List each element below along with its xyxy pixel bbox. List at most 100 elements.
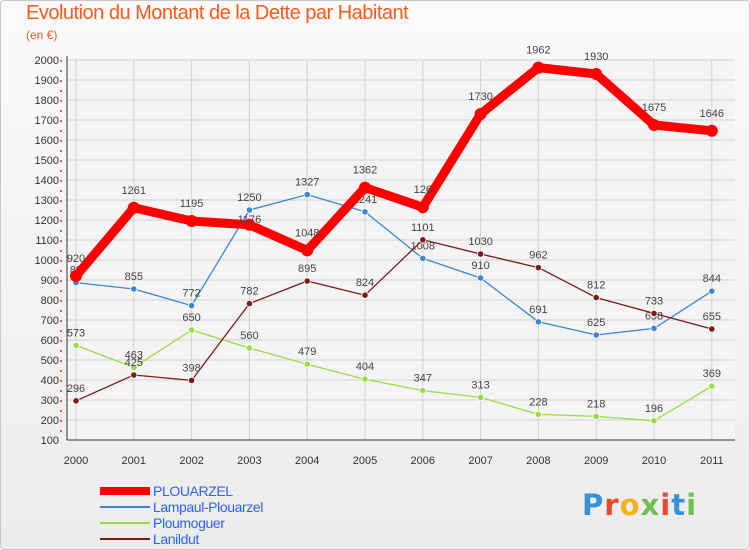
side-dot bbox=[60, 420, 62, 422]
side-dot bbox=[60, 210, 62, 212]
side-dot bbox=[60, 320, 62, 322]
data-point bbox=[705, 124, 718, 137]
data-label: 463 bbox=[125, 349, 143, 361]
data-point bbox=[130, 371, 138, 379]
unit-label: (en €) bbox=[26, 28, 58, 42]
y-tick-label: 1400 bbox=[35, 175, 59, 187]
data-point bbox=[245, 344, 253, 352]
data-point bbox=[419, 386, 427, 395]
plot-area bbox=[67, 60, 735, 440]
data-label: 1261 bbox=[122, 185, 146, 197]
side-dot bbox=[60, 410, 62, 412]
data-label: 1930 bbox=[584, 51, 608, 63]
y-tick-label: 1500 bbox=[35, 155, 59, 167]
logo-letter: P bbox=[582, 488, 605, 522]
side-dot bbox=[60, 60, 62, 62]
data-label: 313 bbox=[471, 379, 489, 391]
x-tick-label: 2009 bbox=[584, 455, 608, 467]
side-dot bbox=[60, 200, 62, 202]
y-tick-label: 700 bbox=[41, 315, 59, 327]
side-dot bbox=[60, 120, 62, 122]
data-point bbox=[359, 181, 371, 194]
y-tick-label: 1900 bbox=[35, 75, 59, 87]
data-label: 1048 bbox=[295, 227, 319, 239]
data-point bbox=[303, 360, 311, 368]
side-dot bbox=[60, 350, 62, 352]
data-point bbox=[650, 324, 658, 332]
side-dot bbox=[60, 90, 62, 92]
series-line-plouarzel bbox=[71, 63, 717, 281]
data-label: 772 bbox=[182, 288, 200, 300]
y-tick-label: 1000 bbox=[35, 255, 59, 267]
side-dot bbox=[60, 270, 62, 272]
data-label: 962 bbox=[529, 250, 547, 262]
data-point bbox=[708, 287, 716, 295]
y-tick-label: 2000 bbox=[35, 55, 59, 67]
data-point bbox=[650, 309, 658, 317]
data-point bbox=[303, 277, 311, 285]
data-label: 1030 bbox=[468, 236, 492, 248]
data-label: 895 bbox=[298, 263, 316, 275]
data-point bbox=[70, 270, 82, 282]
y-tick-label: 300 bbox=[41, 395, 59, 407]
side-dot bbox=[60, 100, 62, 102]
x-tick-label: 2008 bbox=[526, 455, 550, 467]
data-point bbox=[301, 244, 314, 257]
data-label: 1101 bbox=[411, 222, 435, 234]
data-label: 1362 bbox=[353, 165, 377, 177]
data-point bbox=[534, 263, 543, 272]
logo-letter: i bbox=[660, 488, 672, 522]
x-tick-label: 2001 bbox=[122, 455, 146, 467]
side-dot bbox=[60, 330, 62, 332]
side-dot bbox=[60, 180, 62, 182]
side-dot bbox=[60, 370, 62, 372]
data-label: 1008 bbox=[411, 240, 435, 252]
side-dot bbox=[60, 230, 62, 232]
data-point bbox=[650, 417, 658, 425]
side-dot bbox=[60, 80, 62, 82]
data-label: 782 bbox=[240, 286, 258, 298]
y-tick-label: 100 bbox=[41, 435, 59, 447]
data-label: 1250 bbox=[237, 192, 261, 204]
data-point bbox=[361, 375, 369, 383]
side-dot bbox=[60, 340, 62, 342]
data-point bbox=[188, 376, 196, 384]
data-label: 369 bbox=[703, 368, 721, 380]
side-dot bbox=[60, 260, 62, 262]
data-point bbox=[476, 393, 485, 401]
data-point bbox=[185, 215, 198, 227]
logo-letter: i bbox=[686, 488, 698, 522]
y-tick-label: 1200 bbox=[35, 215, 59, 227]
legend-swatch bbox=[100, 522, 150, 524]
y-tick-label: 400 bbox=[41, 375, 59, 387]
y-tick-label: 500 bbox=[41, 355, 59, 367]
data-label: 425 bbox=[125, 357, 143, 369]
y-tick-label: 200 bbox=[41, 415, 59, 427]
side-dot bbox=[60, 250, 62, 252]
x-tick-label: 2000 bbox=[64, 455, 88, 467]
data-point bbox=[361, 291, 369, 299]
data-point bbox=[419, 236, 427, 244]
x-tick-label: 2002 bbox=[179, 455, 203, 467]
data-label: 560 bbox=[240, 330, 258, 342]
side-dot bbox=[60, 310, 62, 312]
data-point bbox=[592, 293, 600, 302]
side-dot bbox=[60, 390, 62, 392]
side-dot bbox=[60, 240, 62, 242]
data-label: 625 bbox=[587, 317, 605, 329]
data-label: 855 bbox=[125, 271, 143, 283]
data-point bbox=[419, 254, 427, 262]
side-dot bbox=[60, 430, 62, 432]
data-label: 691 bbox=[529, 304, 547, 316]
side-dot bbox=[60, 380, 62, 382]
side-dot bbox=[60, 110, 62, 112]
data-point bbox=[245, 206, 253, 214]
y-tick-label: 1100 bbox=[35, 235, 59, 247]
side-dot bbox=[60, 150, 62, 152]
x-tick-label: 2010 bbox=[642, 455, 666, 467]
chart-title: Evolution du Montant de la Dette par Hab… bbox=[26, 2, 409, 24]
data-label: 1730 bbox=[468, 91, 492, 103]
logo-letter: t bbox=[671, 488, 687, 522]
data-point bbox=[532, 61, 545, 74]
data-point bbox=[361, 208, 369, 216]
